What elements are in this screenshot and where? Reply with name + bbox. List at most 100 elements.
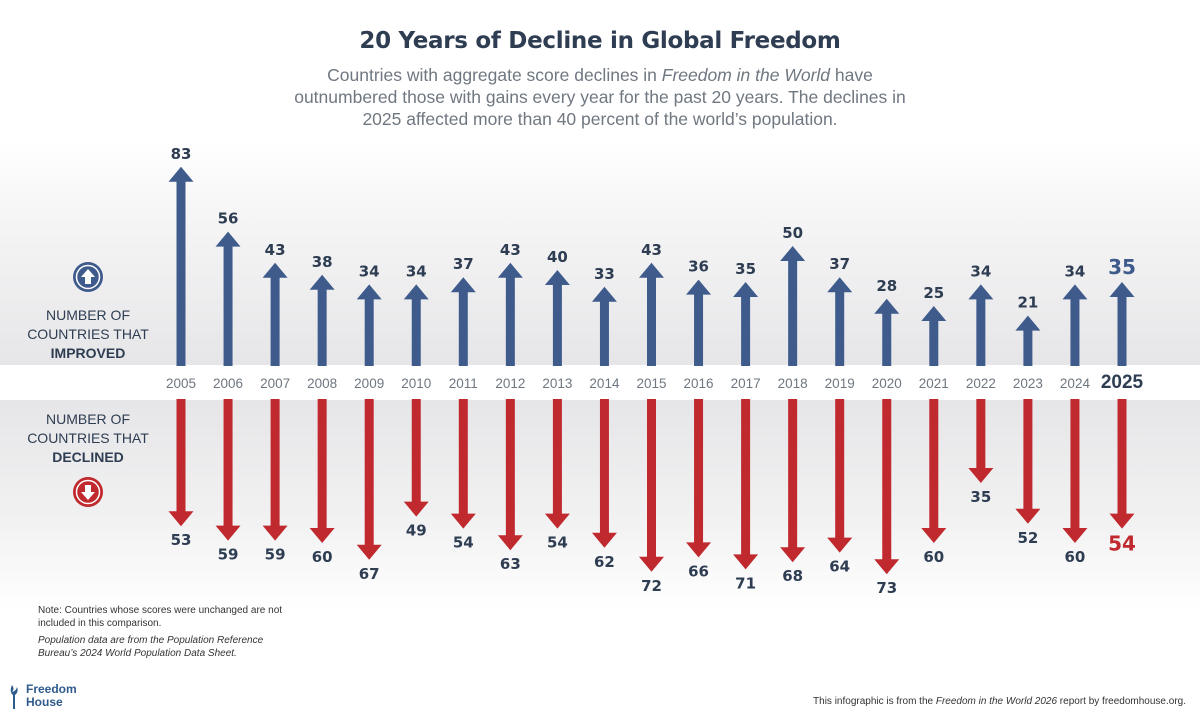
improved-value-2022: 34 bbox=[970, 262, 991, 280]
declined-value-2023: 52 bbox=[1017, 529, 1038, 547]
subtitle-pre: Countries with aggregate score declines … bbox=[327, 65, 662, 85]
declined-arrow-2018 bbox=[780, 399, 806, 563]
improved-value-2012: 43 bbox=[500, 241, 521, 259]
year-label-2016: 2016 bbox=[684, 376, 714, 391]
improved-arrow-2014 bbox=[591, 286, 617, 366]
declined-value-2024: 60 bbox=[1065, 548, 1086, 566]
declined-arrow-2014 bbox=[591, 399, 617, 548]
improved-value-2023: 21 bbox=[1017, 294, 1038, 312]
improved-arrow-2010 bbox=[403, 284, 429, 366]
improved-value-2020: 28 bbox=[876, 277, 897, 295]
declined-value-2011: 54 bbox=[453, 534, 474, 552]
improved-value-2013: 40 bbox=[547, 248, 568, 266]
year-label-2024: 2024 bbox=[1060, 376, 1091, 391]
improved-arrow-2006 bbox=[215, 231, 241, 366]
improved-value-2014: 33 bbox=[594, 265, 615, 283]
declined-label-line1: NUMBER OF bbox=[46, 411, 130, 427]
declined-arrow-2021 bbox=[921, 399, 947, 543]
declined-arrow-2025 bbox=[1109, 399, 1135, 529]
note-population: Population data are from the Population … bbox=[38, 635, 264, 659]
year-label-2008: 2008 bbox=[307, 376, 337, 391]
declined-arrow-2005 bbox=[168, 399, 194, 527]
year-label-2009: 2009 bbox=[354, 376, 384, 391]
year-label-2012: 2012 bbox=[495, 376, 525, 391]
declined-arrow-2007 bbox=[262, 399, 288, 541]
improved-label: NUMBER OF COUNTRIES THAT IMPROVED bbox=[18, 306, 158, 363]
improved-value-2008: 38 bbox=[312, 253, 333, 271]
declined-value-2015: 72 bbox=[641, 577, 662, 595]
declined-label-bold: DECLINED bbox=[52, 449, 124, 465]
logo-line1: Freedom bbox=[26, 682, 77, 696]
declined-value-2021: 60 bbox=[923, 548, 944, 566]
logo-text: Freedom House bbox=[26, 683, 77, 709]
year-label-2013: 2013 bbox=[542, 376, 572, 391]
declined-value-2007: 59 bbox=[265, 546, 286, 564]
declined-value-2022: 35 bbox=[970, 488, 991, 506]
year-label-2011: 2011 bbox=[449, 376, 478, 391]
improved-arrow-2023 bbox=[1015, 315, 1041, 366]
declined-value-2008: 60 bbox=[312, 548, 333, 566]
declined-arrow-2019 bbox=[827, 399, 853, 553]
declined-value-2020: 73 bbox=[876, 579, 897, 597]
declined-arrow-2020 bbox=[874, 399, 900, 575]
year-label-2017: 2017 bbox=[731, 376, 761, 391]
declined-arrow-2024 bbox=[1062, 399, 1088, 543]
logo-line2: House bbox=[26, 695, 63, 709]
improved-label-bold: IMPROVED bbox=[50, 345, 126, 361]
improved-value-2021: 25 bbox=[923, 284, 944, 302]
improved-arrow-2012 bbox=[497, 262, 523, 366]
improved-arrow-2022 bbox=[968, 284, 994, 366]
declined-value-2005: 53 bbox=[171, 531, 192, 549]
declined-value-2017: 71 bbox=[735, 574, 756, 592]
arrow-up-circle-icon bbox=[73, 262, 103, 292]
chart-title: 20 Years of Decline in Global Freedom bbox=[359, 28, 841, 54]
year-label-2020: 2020 bbox=[872, 376, 902, 391]
year-label-2010: 2010 bbox=[401, 376, 431, 391]
footer-italic: Freedom in the World 2026 bbox=[935, 696, 1058, 707]
improved-value-2005: 83 bbox=[171, 145, 192, 163]
declined-value-2018: 68 bbox=[782, 567, 803, 585]
declined-arrow-2015 bbox=[639, 399, 664, 572]
year-label-2014: 2014 bbox=[589, 376, 620, 391]
year-label-2007: 2007 bbox=[260, 376, 290, 391]
note-unchanged: Note: Countries whose scores were unchan… bbox=[38, 605, 283, 629]
declined-value-2012: 63 bbox=[500, 555, 521, 573]
improved-arrow-2019 bbox=[827, 277, 853, 366]
declined-arrow-2017 bbox=[733, 399, 759, 570]
year-label-2018: 2018 bbox=[778, 376, 808, 391]
improved-arrow-2020 bbox=[874, 298, 900, 366]
year-label-2005: 2005 bbox=[166, 376, 196, 391]
declined-arrow-2011 bbox=[450, 399, 476, 529]
torch-icon bbox=[10, 685, 18, 709]
year-label-2022: 2022 bbox=[966, 376, 996, 391]
year-label-2025: 2025 bbox=[1101, 372, 1144, 393]
year-label-2015: 2015 bbox=[636, 376, 666, 391]
declined-value-2019: 64 bbox=[829, 558, 850, 576]
freedom-house-logo: Freedom House bbox=[6, 683, 86, 711]
declined-value-2014: 62 bbox=[594, 553, 615, 571]
improved-arrow-2007 bbox=[262, 262, 288, 366]
declined-arrow-2010 bbox=[403, 399, 429, 517]
improved-value-2007: 43 bbox=[265, 241, 286, 259]
declined-arrow-2008 bbox=[309, 399, 335, 543]
year-label-2023: 2023 bbox=[1013, 376, 1043, 391]
improved-value-2019: 37 bbox=[829, 255, 850, 273]
improved-value-2011: 37 bbox=[453, 255, 474, 273]
declined-arrow-2022 bbox=[968, 399, 994, 483]
improved-value-2009: 34 bbox=[359, 262, 380, 280]
improved-arrow-2017 bbox=[733, 282, 759, 366]
improved-arrow-2008 bbox=[309, 274, 335, 366]
subtitle-post: have outnumbered those with gains every … bbox=[294, 65, 906, 129]
improved-label-line2: COUNTRIES THAT bbox=[27, 326, 149, 342]
declined-value-2006: 59 bbox=[218, 546, 239, 564]
year-label-2006: 2006 bbox=[213, 376, 243, 391]
declined-value-2013: 54 bbox=[547, 534, 568, 552]
declined-label-line2: COUNTRIES THAT bbox=[27, 430, 149, 446]
improved-arrow-2009 bbox=[356, 284, 382, 366]
footer-post: report by freedomhouse.org. bbox=[1057, 696, 1186, 707]
chart-notes: Note: Countries whose scores were unchan… bbox=[38, 604, 298, 664]
improved-arrow-2013 bbox=[544, 270, 570, 366]
declined-arrow-2023 bbox=[1015, 399, 1041, 524]
declined-value-2016: 66 bbox=[688, 562, 709, 580]
